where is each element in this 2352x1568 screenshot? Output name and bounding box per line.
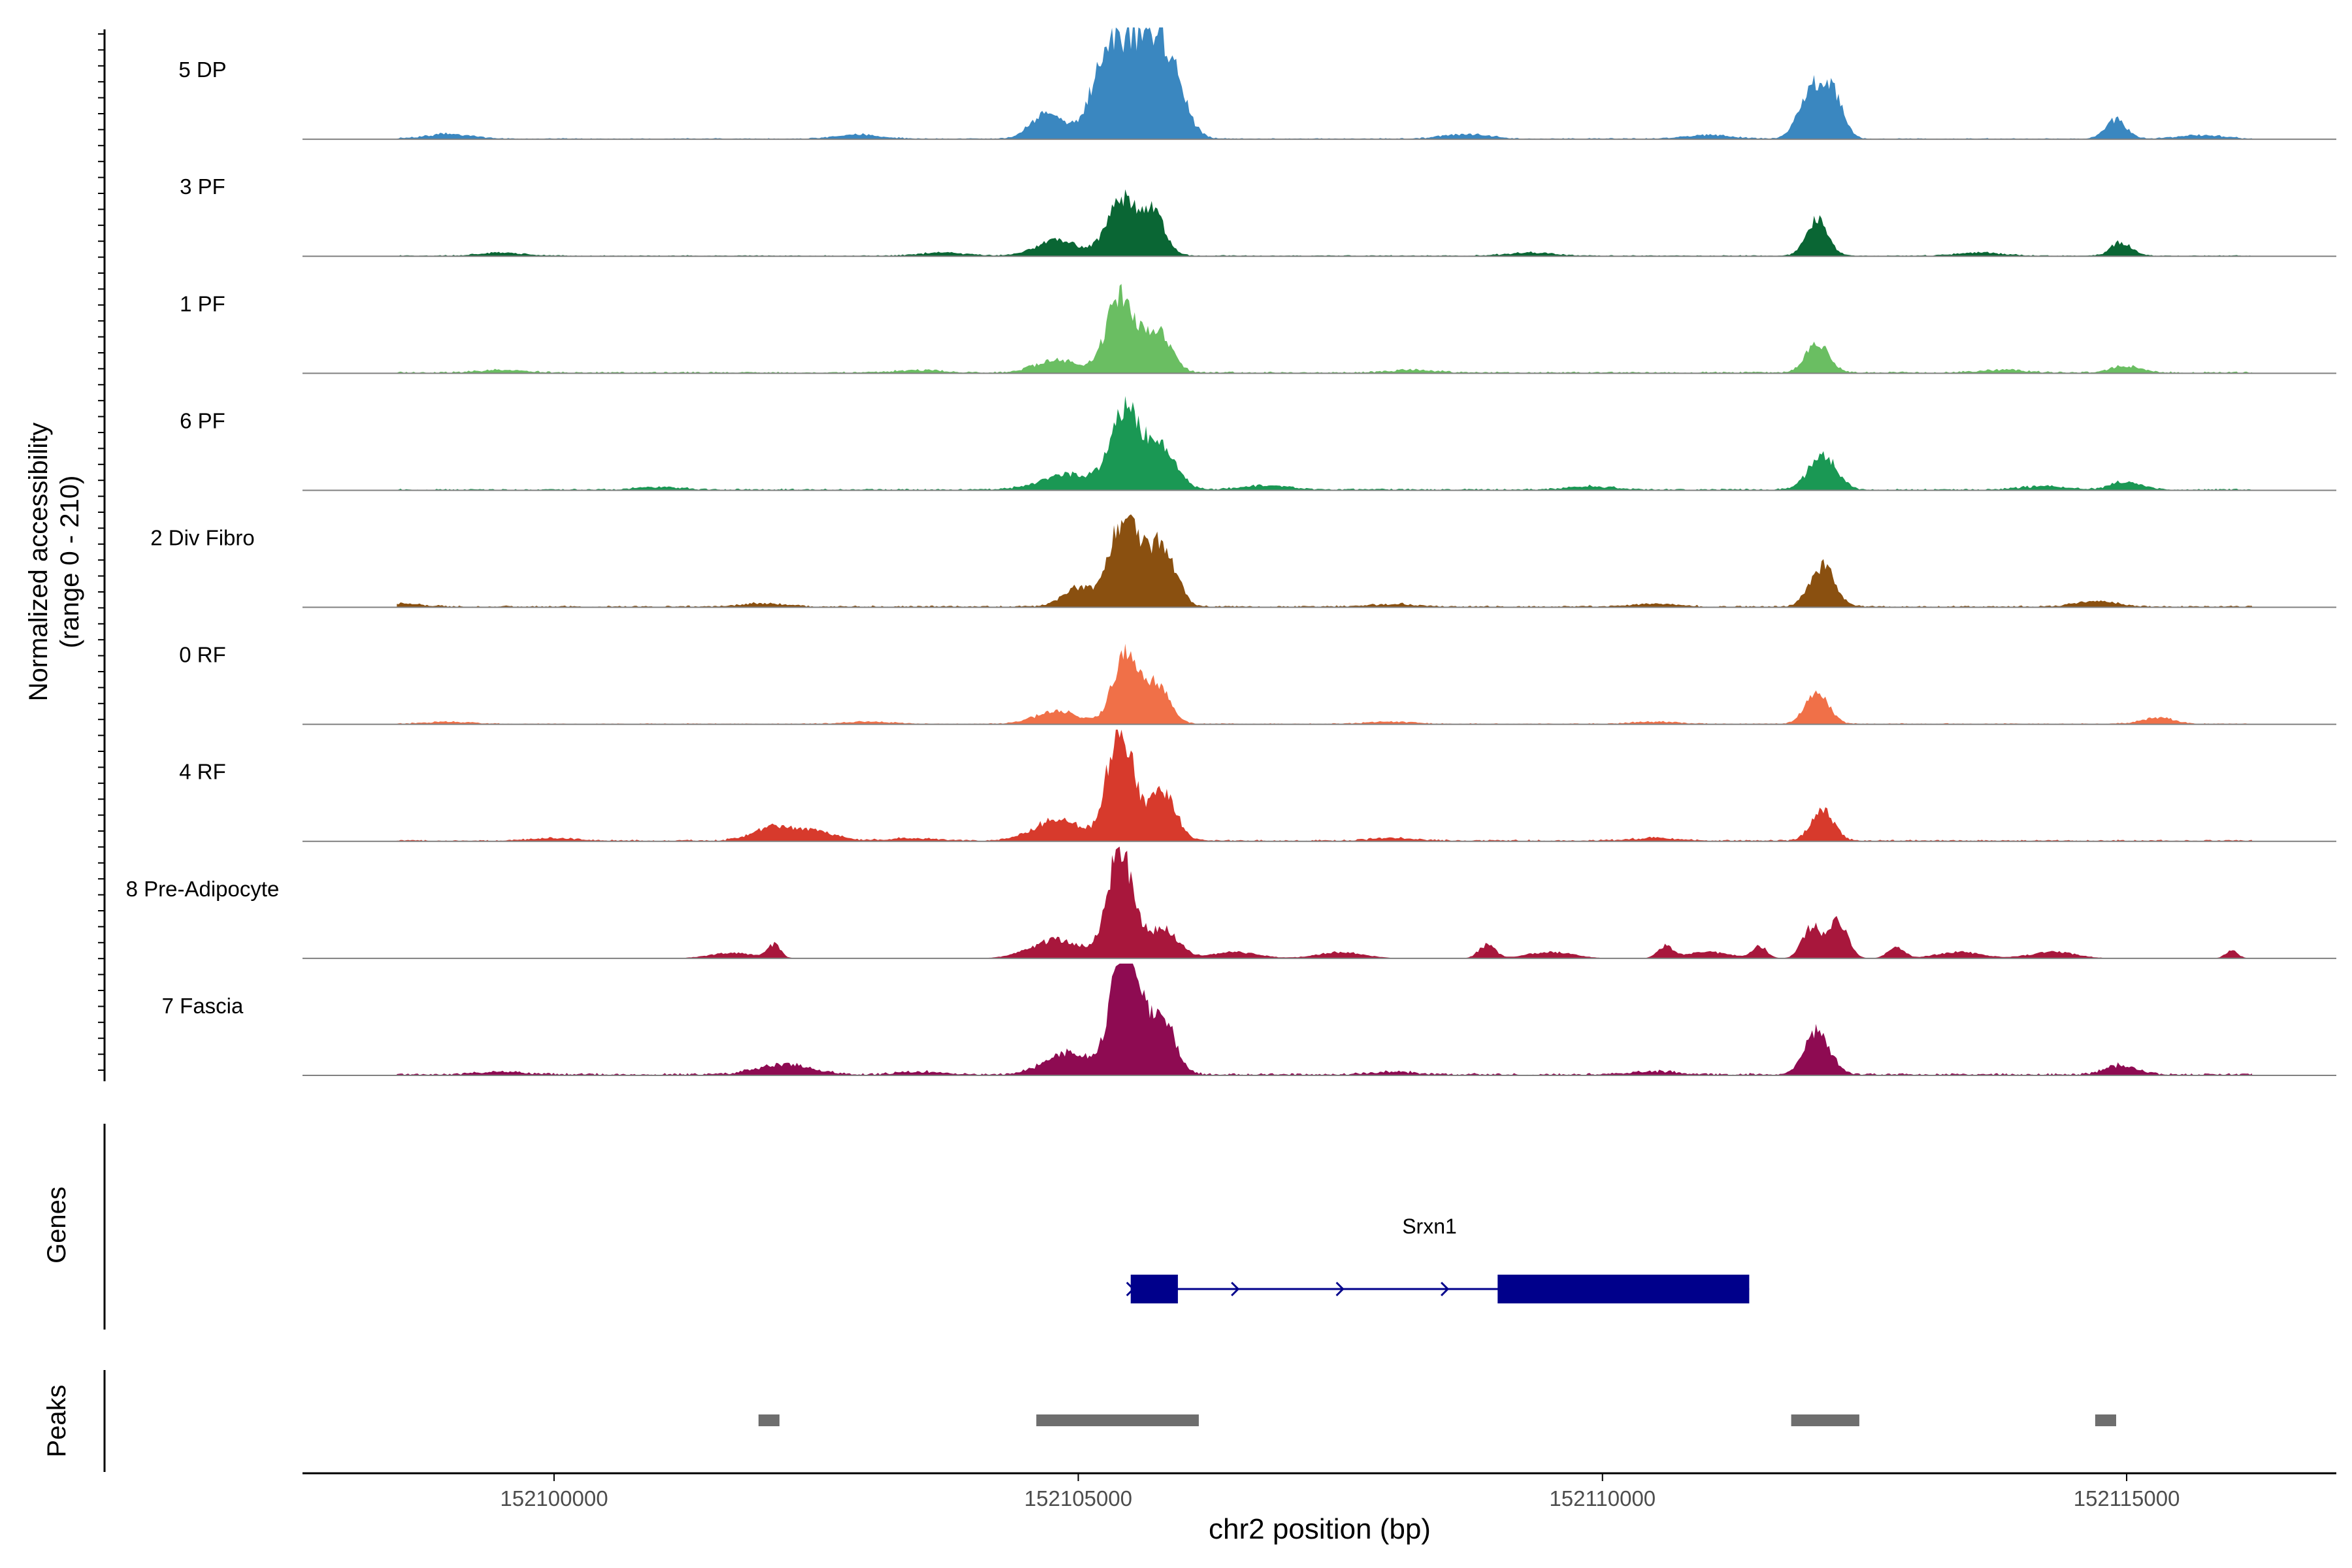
gene-annotations: Srxn1 [1126, 1215, 1750, 1303]
peak-region-2 [1791, 1414, 1859, 1426]
strand-arrow [1231, 1281, 1240, 1297]
track-0: 5 DP [178, 27, 2336, 140]
x-axis-ticks: 152100000 152105000 152110000 152115000 [500, 1473, 2180, 1511]
x-tick-label: 152105000 [1024, 1486, 1132, 1511]
track-4: 2 Div Fibro [150, 514, 2336, 608]
coverage-area-5 [397, 644, 2253, 725]
track-label: 0 RF [179, 643, 226, 667]
coverage-area-0 [397, 27, 2253, 140]
track-label: 8 Pre-Adipocyte [126, 877, 280, 901]
coverage-area-4 [397, 514, 2253, 608]
track-label: 6 PF [180, 408, 225, 433]
track-1: 3 PF [180, 174, 2336, 257]
y-axis-title-line1: Normalized accessibility [24, 423, 53, 702]
track-2: 1 PF [180, 284, 2336, 374]
gene-Srxn1: Srxn1 [1126, 1215, 1750, 1303]
coverage-area-1 [397, 189, 2253, 257]
track-5: 0 RF [179, 643, 2336, 725]
track-3: 6 PF [180, 396, 2336, 491]
track-label: 2 Div Fibro [150, 526, 255, 550]
coverage-y-axis [98, 29, 106, 1081]
strand-arrow [1335, 1281, 1345, 1297]
track-label: 7 Fascia [162, 994, 244, 1018]
coverage-area-7 [397, 846, 2253, 958]
x-tick-label: 152115000 [2074, 1486, 2180, 1511]
y-axis-title-line2: (range 0 - 210) [56, 476, 84, 649]
x-axis-title: chr2 position (bp) [1209, 1513, 1431, 1545]
peak-regions [759, 1414, 2116, 1426]
peak-region-0 [759, 1414, 780, 1426]
coverage-area-3 [397, 396, 2253, 491]
peak-region-3 [2095, 1414, 2116, 1426]
track-6: 4 RF [179, 729, 2336, 842]
track-7: 8 Pre-Adipocyte [126, 846, 2336, 959]
gene-exon [1130, 1275, 1178, 1303]
gene-exon [1497, 1275, 1750, 1303]
coverage-area-6 [397, 729, 2253, 841]
x-tick-label: 152100000 [500, 1486, 608, 1511]
track-8: 7 Fascia [162, 963, 2336, 1076]
peak-region-1 [1036, 1414, 1199, 1426]
track-label: 3 PF [180, 174, 225, 199]
strand-arrow [1440, 1281, 1450, 1297]
genes-panel-label: Genes [42, 1186, 71, 1264]
strand-arrow [1126, 1281, 1135, 1297]
gene-label: Srxn1 [1402, 1215, 1457, 1238]
coverage-tracks: 5 DP 3 PF 1 PF 6 PF 2 Div Fibro 0 RF 4 RF 8 Pre… [126, 27, 2336, 1076]
track-label: 5 DP [178, 57, 226, 82]
track-label: 1 PF [180, 291, 225, 316]
track-label: 4 RF [179, 760, 226, 784]
coverage-area-2 [397, 284, 2253, 374]
coverage-area-8 [397, 963, 2253, 1075]
x-tick-label: 152110000 [1549, 1486, 1656, 1511]
peaks-panel-label: Peaks [42, 1384, 71, 1457]
